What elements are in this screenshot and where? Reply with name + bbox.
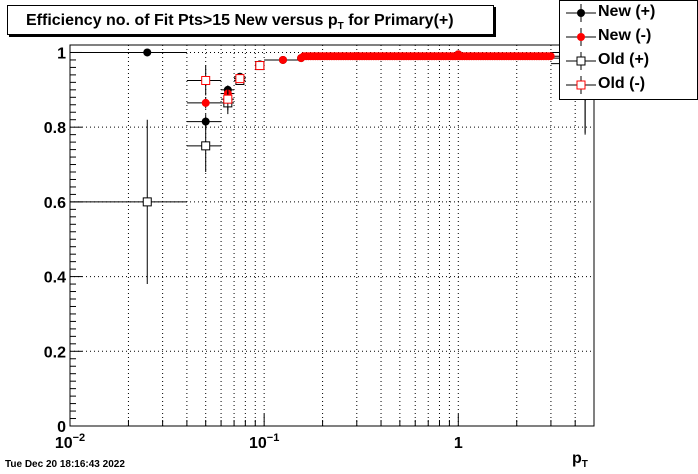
legend-entry: New (-) (560, 25, 698, 49)
data-point-circle (143, 48, 152, 57)
data-marks (70, 26, 594, 285)
timestamp: Tue Dec 20 18:16:43 2022 (5, 459, 125, 470)
legend-marker-filled-circle-black (566, 4, 596, 22)
data-point-square (142, 197, 152, 207)
y-tick-label: 1 (57, 45, 66, 62)
y-tick-label: 0.2 (44, 344, 66, 361)
data-point-square (255, 61, 265, 71)
x-tick-label: 10−2 (55, 432, 85, 452)
legend-entry: New (+) (560, 1, 698, 25)
legend-marker-filled-circle-red (566, 28, 596, 46)
plot-frame (69, 44, 595, 427)
data-point-circle (546, 52, 555, 61)
chart-title-sub: T (337, 21, 344, 33)
data-point-square (201, 75, 211, 85)
chart-title: Efficiency no. of Fit Pts>15 New versus … (26, 12, 454, 32)
legend-label: Old (+) (598, 51, 650, 68)
x-axis-label-main: p (572, 450, 582, 467)
y-tick-label: 0.6 (44, 195, 66, 212)
data-point-circle (201, 98, 210, 107)
legend-marker-open-square-red (566, 76, 596, 94)
axes: 0 0.2 0.4 0.6 0.8 1 10−2 10−1 1 (44, 44, 595, 452)
grid (69, 45, 595, 427)
legend: New (+) New (-) Old (+) Old ( (559, 0, 698, 100)
y-tick-label: 0.4 (44, 270, 66, 287)
legend-label: Old (-) (598, 75, 646, 92)
legend-label: New (-) (598, 27, 652, 44)
x-axis-label-sub: T (581, 459, 588, 471)
legend-marker-open-square-black (566, 52, 596, 70)
chart-title-box: Efficiency no. of Fit Pts>15 New versus … (7, 5, 494, 35)
x-tick-label: 1 (454, 435, 463, 452)
y-tick-label: 0.8 (44, 120, 66, 137)
chart-title-main: Efficiency no. of Fit Pts>15 New versus … (26, 12, 338, 29)
y-tick-label: 0 (57, 419, 66, 436)
data-point-square (201, 141, 211, 151)
chart-title-tail: for Primary(+) (343, 12, 454, 29)
data-point-circle (278, 55, 287, 64)
data-point-square (223, 94, 233, 104)
data-point-square (235, 74, 245, 84)
x-axis-label: pT (572, 450, 588, 470)
legend-entry: Old (+) (560, 49, 698, 73)
legend-label: New (+) (598, 3, 656, 20)
x-tick-label: 10−1 (249, 432, 279, 452)
legend-entry: Old (-) (560, 73, 698, 97)
